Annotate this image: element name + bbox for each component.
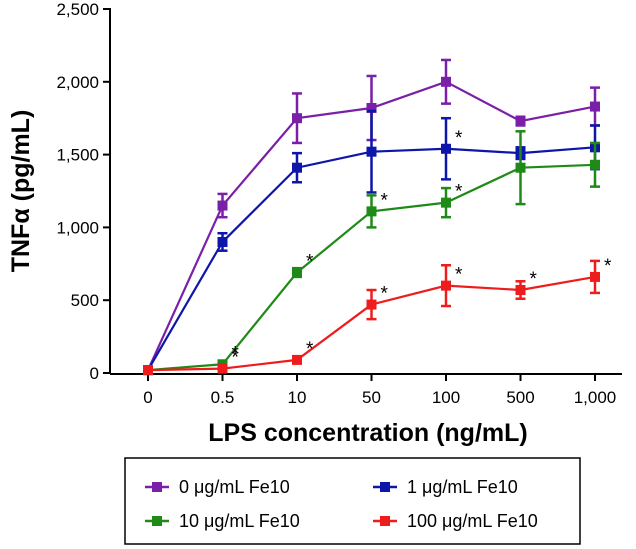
- significance-star: *: [455, 265, 463, 286]
- significance-star: *: [604, 256, 612, 277]
- x-tick-label: 500: [506, 388, 534, 407]
- x-tick-label: 100: [432, 388, 460, 407]
- legend-label: 100 μg/mL Fe10: [407, 511, 538, 531]
- y-tick-label: 1,500: [56, 146, 99, 165]
- x-axis-title: LPS concentration (ng/mL): [208, 419, 527, 447]
- significance-star: *: [455, 128, 463, 149]
- data-point: [515, 285, 526, 296]
- x-tick-label: 0: [143, 388, 152, 407]
- data-point: [366, 299, 377, 310]
- legend-label: 1 μg/mL Fe10: [407, 477, 518, 497]
- legend-box: [124, 457, 581, 545]
- legend-marker: [152, 482, 162, 492]
- data-point: [292, 162, 302, 173]
- data-point: [515, 116, 526, 127]
- data-point: [217, 200, 228, 211]
- legend-marker: [380, 482, 390, 492]
- y-axis-title: TNFα (pg/mL): [7, 110, 35, 273]
- legend: 0 μg/mL Fe10 1 μg/mL Fe10 10 μg/mL Fe10 100…: [145, 477, 538, 531]
- data-point: [292, 267, 302, 278]
- data-point: [590, 101, 600, 112]
- data-point: [217, 363, 228, 374]
- series-2: [143, 130, 600, 376]
- legend-marker: [152, 516, 162, 526]
- data-point: [441, 280, 451, 291]
- data-point: [366, 103, 377, 114]
- data-point: [590, 159, 600, 170]
- x-tick-label: 50: [362, 388, 381, 407]
- y-tick-label: 500: [71, 291, 99, 310]
- legend-entry: 10 μg/mL Fe10: [145, 511, 300, 531]
- significance-star: *: [306, 339, 314, 360]
- significance-star: *: [232, 343, 240, 364]
- series-3: [143, 259, 600, 376]
- legend-label: 0 μg/mL Fe10: [179, 477, 290, 497]
- significance-star: *: [306, 252, 314, 273]
- series-layer: [143, 58, 600, 376]
- data-point: [292, 113, 302, 124]
- data-point: [366, 206, 377, 217]
- data-point: [292, 354, 302, 365]
- legend-entry: 0 μg/mL Fe10: [145, 477, 290, 497]
- x-ticks: 0 0.5 10 50 100 500 1,000: [143, 374, 616, 407]
- y-tick-label: 2,000: [56, 73, 99, 92]
- data-point: [143, 365, 153, 376]
- significance-markers: **** ** *** **: [232, 128, 613, 369]
- legend-entry: 1 μg/mL Fe10: [373, 477, 518, 497]
- x-tick-label: 1,000: [574, 388, 617, 407]
- legend-marker: [380, 516, 390, 526]
- y-tick-label: 0: [90, 364, 99, 383]
- data-point: [590, 271, 600, 282]
- significance-star: *: [381, 284, 389, 305]
- significance-star: *: [232, 348, 240, 369]
- series-1: [143, 109, 600, 376]
- y-ticks: 0 500 1,000 1,500 2,000 2,500: [56, 0, 110, 383]
- data-point: [441, 143, 451, 154]
- y-tick-label: 1,000: [56, 218, 99, 237]
- x-tick-label: 10: [288, 388, 307, 407]
- data-point: [366, 146, 377, 157]
- legend-label: 10 μg/mL Fe10: [179, 511, 300, 531]
- significance-star: *: [381, 190, 389, 211]
- data-point: [515, 162, 526, 173]
- significance-star: *: [530, 269, 538, 290]
- legend-entry: 100 μg/mL Fe10: [373, 511, 538, 531]
- data-point: [441, 197, 451, 208]
- y-tick-label: 2,500: [56, 0, 99, 19]
- data-point: [441, 76, 451, 87]
- significance-star: *: [455, 182, 463, 203]
- data-point: [217, 236, 228, 247]
- x-tick-label: 0.5: [211, 388, 235, 407]
